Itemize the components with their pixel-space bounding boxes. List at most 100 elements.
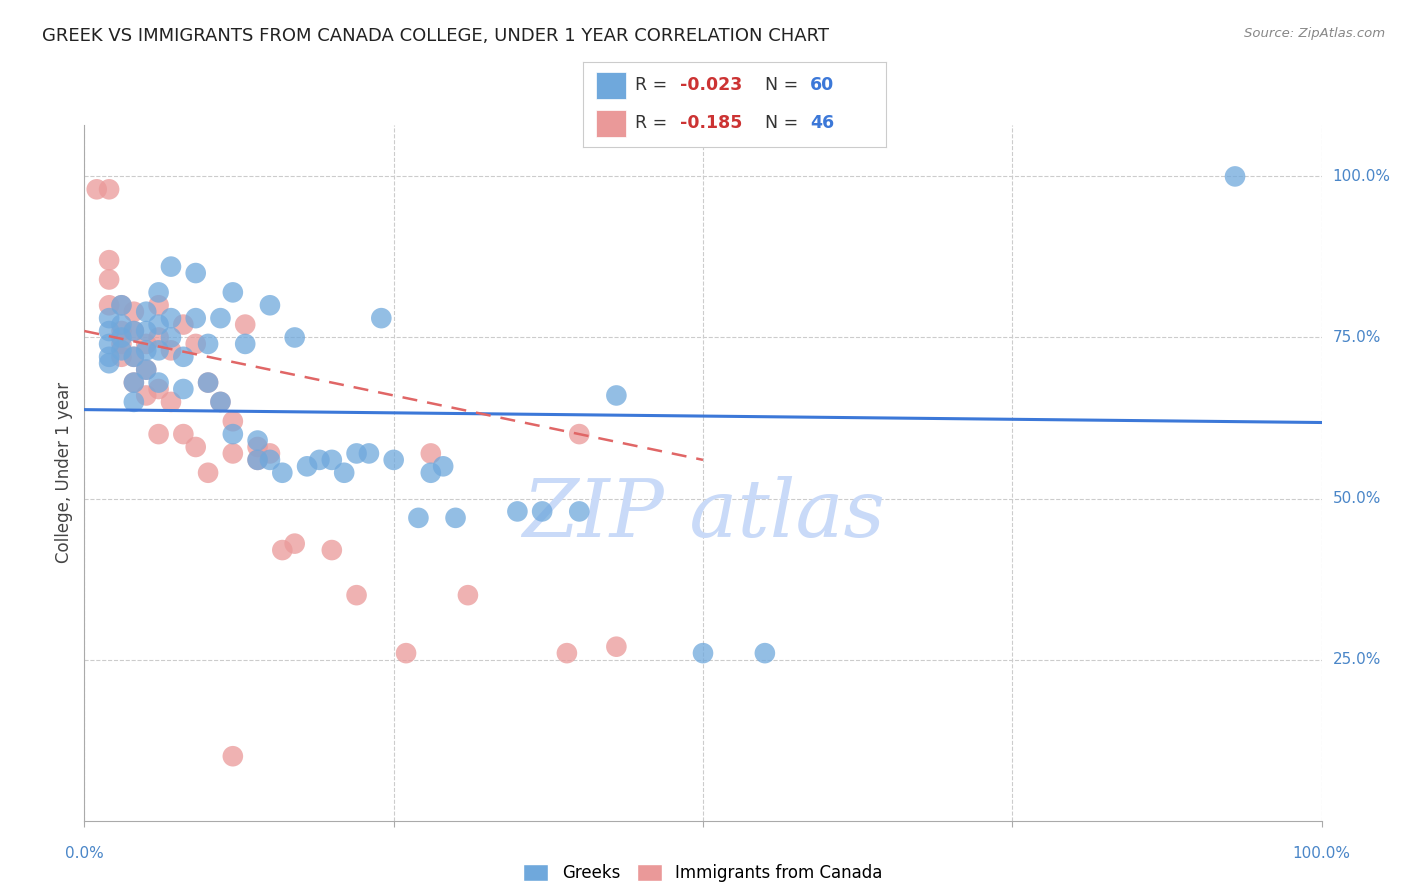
Point: [197, 466, 219, 480]
Point: [122, 376, 145, 390]
Text: GREEK VS IMMIGRANTS FROM CANADA COLLEGE, UNDER 1 YEAR CORRELATION CHART: GREEK VS IMMIGRANTS FROM CANADA COLLEGE,…: [42, 27, 830, 45]
Point: [222, 427, 245, 442]
Point: [172, 318, 194, 332]
Point: [184, 337, 207, 351]
Point: [197, 376, 219, 390]
Point: [135, 304, 157, 318]
Point: [98, 253, 121, 268]
Legend: Greeks, Immigrants from Canada: Greeks, Immigrants from Canada: [517, 857, 889, 888]
Text: -0.185: -0.185: [681, 114, 742, 132]
Point: [506, 504, 529, 518]
Text: R =: R =: [636, 114, 678, 132]
Point: [357, 446, 380, 460]
Point: [271, 466, 294, 480]
Point: [209, 311, 232, 326]
Point: [98, 337, 121, 351]
Text: 60: 60: [810, 77, 834, 95]
Text: 25.0%: 25.0%: [1333, 652, 1381, 667]
Point: [172, 350, 194, 364]
Point: [122, 350, 145, 364]
Point: [160, 260, 183, 274]
Text: ZIP atlas: ZIP atlas: [522, 475, 884, 553]
Point: [98, 324, 121, 338]
Point: [135, 362, 157, 376]
Text: N =: N =: [765, 114, 804, 132]
Point: [110, 343, 132, 358]
Point: [333, 466, 356, 480]
Point: [148, 376, 170, 390]
Point: [160, 311, 183, 326]
Point: [110, 318, 132, 332]
Point: [444, 511, 467, 525]
Point: [246, 453, 269, 467]
Point: [295, 459, 318, 474]
Point: [692, 646, 714, 660]
Point: [197, 376, 219, 390]
Point: [346, 446, 368, 460]
Point: [184, 311, 207, 326]
Point: [246, 434, 269, 448]
Bar: [596, 110, 626, 137]
Point: [321, 543, 343, 558]
Point: [605, 388, 627, 402]
Point: [98, 298, 121, 312]
Point: [209, 395, 232, 409]
Point: [222, 446, 245, 460]
Point: [135, 337, 157, 351]
Text: 75.0%: 75.0%: [1333, 330, 1381, 345]
Point: [135, 362, 157, 376]
Point: [346, 588, 368, 602]
Point: [308, 453, 330, 467]
Point: [135, 343, 157, 358]
Point: [148, 330, 170, 344]
Point: [605, 640, 627, 654]
Point: [233, 318, 256, 332]
Point: [432, 459, 454, 474]
Text: 0.0%: 0.0%: [65, 846, 104, 861]
Point: [160, 343, 183, 358]
Point: [110, 337, 132, 351]
Point: [110, 298, 132, 312]
Point: [568, 504, 591, 518]
Text: 50.0%: 50.0%: [1333, 491, 1381, 506]
Point: [160, 330, 183, 344]
Point: [568, 427, 591, 442]
Point: [284, 330, 307, 344]
Point: [233, 337, 256, 351]
Point: [122, 324, 145, 338]
Point: [172, 382, 194, 396]
Text: 46: 46: [810, 114, 834, 132]
Point: [370, 311, 392, 326]
Point: [555, 646, 578, 660]
Point: [98, 356, 121, 370]
Point: [1223, 169, 1246, 184]
Point: [382, 453, 405, 467]
Point: [135, 388, 157, 402]
Point: [135, 324, 157, 338]
Point: [222, 285, 245, 300]
Point: [148, 318, 170, 332]
Point: [246, 453, 269, 467]
Point: [122, 395, 145, 409]
Point: [457, 588, 479, 602]
Point: [122, 304, 145, 318]
Point: [209, 395, 232, 409]
Point: [98, 272, 121, 286]
Point: [395, 646, 418, 660]
Text: 100.0%: 100.0%: [1333, 169, 1391, 184]
Text: -0.023: -0.023: [681, 77, 742, 95]
Point: [110, 330, 132, 344]
Point: [259, 453, 281, 467]
Point: [98, 350, 121, 364]
Point: [122, 376, 145, 390]
Text: N =: N =: [765, 77, 804, 95]
Point: [148, 343, 170, 358]
Point: [110, 350, 132, 364]
Point: [122, 324, 145, 338]
Point: [98, 182, 121, 196]
Bar: [596, 71, 626, 99]
Point: [271, 543, 294, 558]
Point: [222, 749, 245, 764]
Point: [148, 298, 170, 312]
Point: [110, 324, 132, 338]
